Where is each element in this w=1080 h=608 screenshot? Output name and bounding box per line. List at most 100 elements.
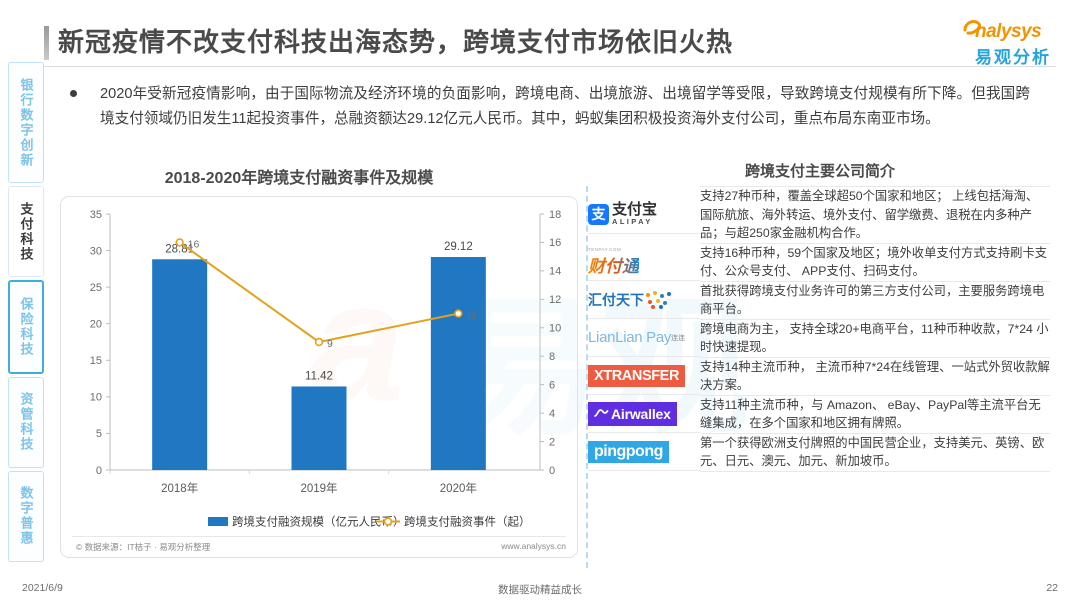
airwallex-logo-text: Airwallex <box>611 405 671 422</box>
company-desc: 跨境电商为主， 支持全球20+电商平台，11种币种收款，7*24 小时快速提现。 <box>700 319 1050 358</box>
table-row: Airwallex 支持11种主流币种，与 Amazon、 eBay、PayPa… <box>588 395 1050 434</box>
page-header: 新冠疫情不改支付科技出海态势，跨境支付市场依旧火热 nalysys 易观分析 <box>0 8 1080 67</box>
table-row: LianLian Pay 连连 跨境电商为主， 支持全球20+电商平台，11种币… <box>588 319 1050 358</box>
lianlian-logo-text: LianLian Pay <box>588 329 672 346</box>
brand-cn-label: 易观分析 <box>975 48 1051 67</box>
company-desc: 第一个获得欧洲支付牌照的中国民营企业，支持美元、英镑、欧元、日元、澳元、加元、新… <box>700 433 1050 472</box>
svg-text:35: 35 <box>90 209 102 221</box>
side-tab-list: 银行数字创新 支付科技 保险科技 资管科技 数字普惠 <box>8 62 44 563</box>
company-desc: 支持16种币种，59个国家及地区；境外收单支付方式支持刷卡支付、公众号支付、 A… <box>700 243 1050 282</box>
company-table-title: 跨境支付主要公司简介 <box>744 163 895 180</box>
sidebar-item-insurance-tech[interactable]: 保险科技 <box>8 280 44 374</box>
svg-text:跨境支付融资规模（亿元人民币）: 跨境支付融资规模（亿元人民币） <box>232 515 405 529</box>
svg-text:11: 11 <box>466 310 477 322</box>
svg-text:15: 15 <box>90 355 102 367</box>
svg-text:16: 16 <box>188 238 200 250</box>
footer-slogan: 数据驱动精益成长 <box>498 584 582 596</box>
sidebar-item-asset-management-tech[interactable]: 资管科技 <box>8 376 44 468</box>
svg-text:25: 25 <box>90 282 102 294</box>
table-dashed-divider <box>586 186 588 568</box>
xtransfer-logo: XTRANSFER <box>588 357 700 395</box>
footer-date: 2021/6/9 <box>22 582 63 594</box>
svg-text:20: 20 <box>90 319 102 331</box>
chart-title: 2018-2020年跨境支付融资事件及规模 <box>164 170 434 187</box>
chart-source-note: © 数据来源：IT桔子 · 易观分析整理 <box>76 542 211 552</box>
tenpay-logo: TENPAY.COM 财付通 <box>588 243 700 281</box>
airwallex-logo-text-wrap: Airwallex <box>588 401 677 426</box>
airwallex-logo: Airwallex <box>588 395 700 433</box>
lianlian-logo-sub: 连连 <box>671 334 686 342</box>
company-desc: 支持27种币种，覆盖全球超50个国家和地区； 上线包括海淘、国际航旅、海外转运、… <box>700 186 1050 244</box>
huifu-logo-text: 汇付天下 <box>588 291 644 308</box>
financing-events-chart: 0 5 10 15 20 25 30 35 0 2 4 6 8 10 12 14 16 18 28.81 2018年 1… <box>90 209 562 529</box>
tenpay-logo-sub: TENPAY.COM <box>588 246 622 252</box>
svg-text:2: 2 <box>549 436 555 448</box>
svg-text:9: 9 <box>327 338 333 350</box>
svg-text:30: 30 <box>90 245 102 257</box>
tenpay-logo-text: 财付通 <box>588 252 639 277</box>
svg-text:0: 0 <box>549 465 555 477</box>
svg-text:5: 5 <box>96 428 102 440</box>
svg-text:11.42: 11.42 <box>305 370 333 382</box>
pingpong-logo: pingpong <box>588 433 700 471</box>
bullet-dot-icon <box>70 90 77 97</box>
svg-text:0: 0 <box>96 465 102 477</box>
huifu-tianxia-logo: 汇付天下 <box>588 281 700 319</box>
svg-text:2019年: 2019年 <box>300 481 337 495</box>
company-desc: 支持11种主流币种，与 Amazon、 eBay、PayPal等主流平台无缝集成… <box>700 395 1050 434</box>
table-row: 汇付天下 首批获得跨境 <box>588 281 1050 320</box>
side-tab-label: 银行数字创新 <box>18 77 34 168</box>
airwallex-mark-icon <box>594 409 609 417</box>
xtransfer-logo-text: XTRANSFER <box>588 364 686 387</box>
chart-url-note: www.analysys.cn <box>501 541 566 551</box>
pingpong-logo-text: pingpong <box>588 440 669 463</box>
side-tab-label: 保险科技 <box>18 297 34 357</box>
huifu-dots-icon <box>644 290 674 309</box>
company-table: 支 支付宝 ALIPAY 支持27种币种，覆盖全球超50个国家和地区； 上线包括… <box>588 186 1050 566</box>
svg-text:12: 12 <box>549 294 561 306</box>
lianlian-pay-logo: LianLian Pay 连连 <box>588 319 700 357</box>
svg-text:8: 8 <box>549 351 555 363</box>
analysys-logo: nalysys 易观分析 <box>958 16 1068 72</box>
side-tab-label: 支付科技 <box>18 201 34 262</box>
svg-text:nalysys: nalysys <box>975 21 1041 42</box>
company-desc: 支持14种主流币种， 主流币种7*24在线管理、一站式外贸收款解决方案。 <box>700 357 1050 396</box>
title-accent-bar <box>44 26 49 60</box>
svg-text:18: 18 <box>549 209 561 221</box>
svg-text:16: 16 <box>549 237 561 249</box>
svg-text:10: 10 <box>90 392 102 404</box>
svg-text:4: 4 <box>549 408 555 420</box>
alipay-logo-sub: ALIPAY <box>612 217 653 227</box>
header-divider <box>44 66 1056 67</box>
side-tab-label: 数字普惠 <box>18 486 34 547</box>
company-desc: 首批获得跨境支付业务许可的第三方支付公司，主要服务跨境电商平台。 <box>700 281 1050 320</box>
footer-page-number: 22 <box>1046 582 1058 594</box>
table-row: 支 支付宝 ALIPAY 支持27种币种，覆盖全球超50个国家和地区； 上线包括… <box>588 186 1050 244</box>
alipay-mark-icon: 支 <box>588 203 609 225</box>
brand-wordmark-icon: nalysys <box>963 20 1042 42</box>
svg-text:28.81: 28.81 <box>165 243 194 255</box>
bullet-paragraph: 2020年受新冠疫情影响，由于国际物流及经济环境的负面影响，跨境电商、出境旅游、… <box>70 82 1030 132</box>
alipay-logo-text: 支付宝 <box>612 201 658 219</box>
sidebar-item-bank-digital-innovation[interactable]: 银行数字创新 <box>8 62 44 184</box>
table-row: XTRANSFER 支持14种主流币种， 主流币种7*24在线管理、一站式外贸收… <box>588 357 1050 396</box>
page-footer: 2021/6/9 数据驱动精益成长 22 <box>0 580 1080 600</box>
chart-card <box>60 196 578 558</box>
bullet-text: 2020年受新冠疫情影响，由于国际物流及经济环境的负面影响，跨境电商、出境旅游、… <box>100 86 1030 127</box>
svg-text:29.12: 29.12 <box>444 241 473 253</box>
alipay-logo: 支 支付宝 ALIPAY <box>588 187 700 244</box>
svg-text:2018年: 2018年 <box>161 481 198 495</box>
sidebar-item-payment-tech[interactable]: 支付科技 <box>8 186 44 278</box>
table-row: TENPAY.COM 财付通 支持16种币种，59个国家及地区；境外收单支付方式… <box>588 243 1050 282</box>
svg-text:跨境支付融资事件（起）: 跨境支付融资事件（起） <box>404 515 531 529</box>
svg-text:2020年: 2020年 <box>440 481 477 495</box>
table-row: pingpong 第一个获得欧洲支付牌照的中国民营企业，支持美元、英镑、欧元、日… <box>588 433 1050 472</box>
svg-text:6: 6 <box>549 379 555 391</box>
side-tab-label: 资管科技 <box>18 392 34 453</box>
brand-en-label: nalysys <box>958 16 1068 48</box>
svg-text:10: 10 <box>549 323 561 335</box>
page-title: 新冠疫情不改支付科技出海态势，跨境支付市场依旧火热 <box>58 27 734 57</box>
sidebar-item-digital-inclusive-finance[interactable]: 数字普惠 <box>8 470 44 563</box>
chart-footer-divider <box>72 536 566 537</box>
svg-text:14: 14 <box>549 266 561 278</box>
